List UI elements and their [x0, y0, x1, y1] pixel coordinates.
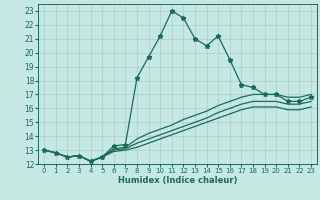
X-axis label: Humidex (Indice chaleur): Humidex (Indice chaleur) [118, 176, 237, 185]
